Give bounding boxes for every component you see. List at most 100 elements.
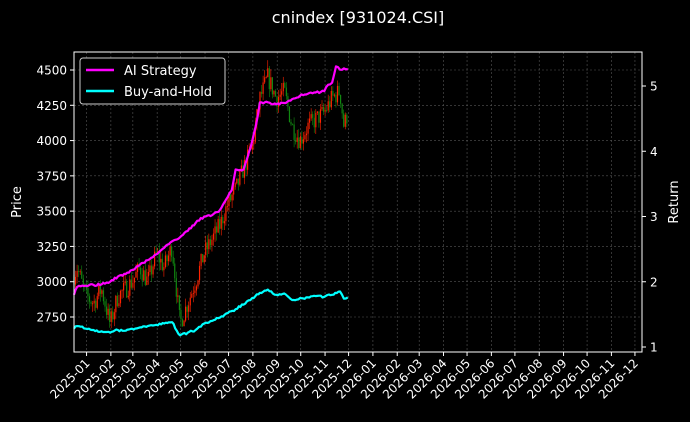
- y-left-tick-label-4500: 4500: [36, 64, 67, 78]
- y-left-tick-label-4000: 4000: [36, 134, 67, 148]
- candle-body: [205, 242, 207, 256]
- candle-body: [82, 278, 84, 285]
- candle-body: [274, 91, 277, 97]
- candle-body: [140, 267, 142, 275]
- candle-body: [231, 194, 233, 201]
- y-axis-left-label: Price: [10, 186, 25, 218]
- candle-body: [284, 82, 286, 88]
- candle-body: [95, 300, 97, 308]
- candle-body: [154, 251, 156, 267]
- candle-body: [217, 219, 219, 233]
- chart-title: cnindex [931024.CSI]: [272, 8, 445, 27]
- candle-body: [181, 319, 184, 327]
- candle-body: [87, 288, 89, 297]
- candle-body: [133, 277, 136, 283]
- candle-body: [226, 206, 229, 207]
- plot-frame: [73, 51, 643, 353]
- candle-body: [318, 111, 320, 123]
- candle-body: [264, 77, 266, 83]
- candle-body: [172, 256, 174, 264]
- candle-body: [143, 270, 145, 281]
- series-line-ai-strategy: [72, 65, 349, 296]
- candle-body: [144, 270, 146, 286]
- candle-body: [146, 276, 148, 286]
- candle-body: [298, 137, 300, 149]
- y-right-tick-label-1: 1: [650, 341, 658, 355]
- candle-body: [174, 263, 176, 279]
- candle-body: [291, 124, 294, 126]
- candle-body: [127, 295, 129, 298]
- candle-body: [242, 165, 244, 178]
- candle-body: [130, 279, 132, 288]
- candle-body: [124, 281, 126, 284]
- candle-body: [326, 110, 328, 111]
- candle-body: [112, 311, 114, 320]
- candle-body: [271, 77, 273, 95]
- candle-body: [192, 293, 194, 295]
- candle-body: [219, 219, 221, 229]
- candle-body: [322, 106, 325, 112]
- y-right-tick-label-3: 3: [650, 210, 658, 224]
- candle-body: [304, 135, 306, 140]
- candle-body: [180, 309, 182, 320]
- candle-body: [313, 117, 315, 128]
- candle-body: [216, 226, 218, 233]
- legend-box: [79, 57, 226, 105]
- candle-body: [310, 114, 312, 119]
- legend: AI Strategy Buy-and-Hold: [79, 57, 226, 105]
- candle-body: [305, 133, 308, 136]
- candle-body: [93, 300, 95, 304]
- candle-body: [85, 286, 87, 289]
- candle-body: [259, 92, 261, 110]
- candle-body: [268, 68, 270, 90]
- candle-body: [141, 274, 143, 281]
- candle-body: [253, 141, 255, 145]
- series-line-buy-and-hold: [73, 288, 349, 337]
- candle-body: [197, 280, 199, 287]
- candle-body: [293, 124, 295, 140]
- candle-body: [101, 290, 103, 294]
- y-axis-left: 2750 3000 3250 3500 3750 4000 4250 4500: [36, 64, 74, 325]
- candle-body: [78, 271, 80, 272]
- candle-body: [119, 290, 122, 304]
- candle-body: [225, 206, 227, 222]
- candle-body: [220, 216, 222, 229]
- candle-body: [290, 122, 292, 125]
- y-left-tick-label-3500: 3500: [36, 205, 67, 219]
- candle-body: [233, 187, 235, 195]
- y-right-tick-label-4: 4: [650, 145, 658, 159]
- candle-body: [191, 294, 193, 298]
- candle-body: [282, 82, 284, 92]
- candle-body: [262, 82, 264, 94]
- candle-body: [167, 255, 170, 262]
- candle-body: [240, 165, 242, 171]
- candle-body: [198, 265, 201, 281]
- candle-body: [161, 258, 163, 271]
- candle-body: [186, 306, 188, 312]
- candle-body: [115, 295, 117, 313]
- candle-body: [104, 301, 106, 307]
- candle-body: [265, 76, 267, 78]
- candle-body: [228, 194, 230, 207]
- candle-body: [312, 114, 314, 118]
- candle-body: [343, 113, 345, 127]
- candle-body: [195, 286, 198, 291]
- candle-body: [149, 265, 151, 273]
- candle-body: [299, 137, 301, 149]
- candle-body: [324, 110, 326, 112]
- candle-body: [152, 266, 154, 275]
- candle-body: [107, 308, 109, 315]
- y-left-tick-label-3000: 3000: [36, 275, 67, 289]
- candle-body: [74, 276, 77, 285]
- candle-body: [260, 92, 263, 94]
- candle-body: [129, 279, 131, 296]
- candle-body: [296, 137, 298, 142]
- candle-body: [330, 91, 332, 108]
- y-left-tick-label-3250: 3250: [36, 240, 67, 254]
- y-left-tick-label-2750: 2750: [36, 311, 67, 325]
- y-axis-right: 1 2 3 4 5: [642, 80, 658, 355]
- candle-body: [336, 85, 339, 103]
- y-right-tick-label-5: 5: [650, 80, 658, 94]
- candle-body: [279, 94, 281, 97]
